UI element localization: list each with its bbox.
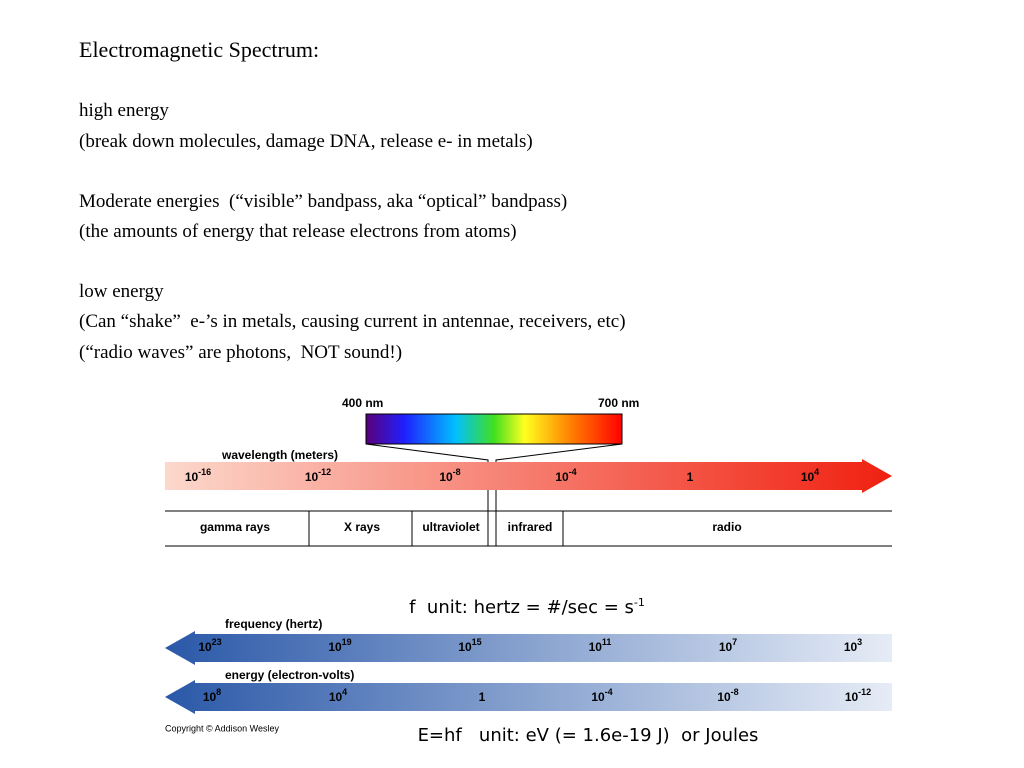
tick-exponent: -4 <box>569 467 577 477</box>
note-text: f unit: hertz = #/sec = s <box>409 597 634 618</box>
tick-base: 10 <box>717 690 731 704</box>
note-exponent: -1 <box>633 596 645 609</box>
tick-label: 108 <box>203 687 221 704</box>
tick-label: 10-12 <box>845 687 871 704</box>
tick-base: 10 <box>439 470 453 484</box>
text-line: (“radio waves” are photons, NOT sound!) <box>79 342 403 363</box>
tick-exponent: 19 <box>342 637 352 647</box>
tick-label: 1023 <box>198 637 221 654</box>
tick-exponent: 23 <box>212 637 222 647</box>
tick-exponent: -16 <box>198 467 211 477</box>
frequency-note: f unit: hertz = #/sec = s-1 <box>409 596 645 618</box>
visible-right-label: 700 nm <box>598 396 639 410</box>
tick-base: 10 <box>845 690 859 704</box>
tick-base: 10 <box>203 690 217 704</box>
frequency-arrow <box>165 631 892 665</box>
tick-exponent: 15 <box>472 637 482 647</box>
visible-band <box>365 413 623 445</box>
tick-label: 10-8 <box>717 687 738 704</box>
tick-label: 104 <box>329 687 347 704</box>
tick-exponent: -8 <box>453 467 461 477</box>
tick-base: 10 <box>801 470 815 484</box>
tick-base: 1 <box>687 470 694 484</box>
connector <box>495 443 623 546</box>
tick-base: 10 <box>555 470 569 484</box>
energy-label: energy (electron-volts) <box>225 668 354 682</box>
tick-label: 10-8 <box>439 467 460 484</box>
text-line: low energy <box>79 281 164 302</box>
title: Electromagnetic Spectrum: <box>79 37 320 62</box>
tick-base: 10 <box>305 470 319 484</box>
tick-exponent: -4 <box>605 687 613 697</box>
tick-label: 10-4 <box>591 687 612 704</box>
frequency-label: frequency (hertz) <box>225 617 322 631</box>
tick-label: 1011 <box>589 637 612 654</box>
tick-exponent: -12 <box>318 467 331 477</box>
text-line: (the amounts of energy that release elec… <box>79 221 517 242</box>
band-label: gamma rays <box>200 520 270 534</box>
tick-exponent: 7 <box>732 637 737 647</box>
connector <box>365 443 489 546</box>
text-line: (Can “shake” e-’s in metals, causing cur… <box>79 311 626 332</box>
tick-label: 1015 <box>458 637 481 654</box>
band-label: infrared <box>508 520 553 534</box>
tick-label: 1019 <box>328 637 351 654</box>
wavelength-arrow <box>165 459 892 493</box>
tick-base: 10 <box>844 640 858 654</box>
text-line: (break down molecules, damage DNA, relea… <box>79 131 533 152</box>
tick-exponent: 11 <box>602 637 612 647</box>
energy-note: E=hf unit: eV (= 1.6e-19 J) or Joules <box>417 725 759 746</box>
copyright: Copyright © Addison Wesley <box>165 723 280 733</box>
text-line: high energy <box>79 100 169 121</box>
visible-left-label: 400 nm <box>342 396 383 410</box>
tick-label: 107 <box>719 637 737 654</box>
text-line: Moderate energies (“visible” bandpass, a… <box>79 191 568 212</box>
tick-label: 10-16 <box>185 467 211 484</box>
tick-label: 1 <box>687 470 694 484</box>
energy-arrow <box>165 680 892 714</box>
tick-base: 10 <box>719 640 733 654</box>
tick-base: 10 <box>185 470 199 484</box>
tick-base: 10 <box>198 640 212 654</box>
tick-base: 10 <box>591 690 605 704</box>
tick-exponent: 3 <box>857 637 862 647</box>
tick-label: 103 <box>844 637 862 654</box>
tick-base: 10 <box>328 640 342 654</box>
tick-base: 1 <box>479 690 486 704</box>
tick-exponent: -12 <box>858 687 871 697</box>
tick-label: 104 <box>801 467 819 484</box>
tick-base: 10 <box>329 690 343 704</box>
tick-label: 10-4 <box>555 467 576 484</box>
tick-exponent: 4 <box>814 467 819 477</box>
band-label: radio <box>712 520 741 534</box>
tick-label: 10-12 <box>305 467 331 484</box>
band-label: ultraviolet <box>422 520 479 534</box>
tick-base: 10 <box>589 640 603 654</box>
tick-label: 1 <box>479 690 486 704</box>
band-label: X rays <box>344 520 380 534</box>
tick-exponent: -8 <box>731 687 739 697</box>
tick-base: 10 <box>458 640 472 654</box>
tick-exponent: 8 <box>216 687 221 697</box>
wavelength-label: wavelength (meters) <box>221 448 338 462</box>
tick-exponent: 4 <box>342 687 347 697</box>
